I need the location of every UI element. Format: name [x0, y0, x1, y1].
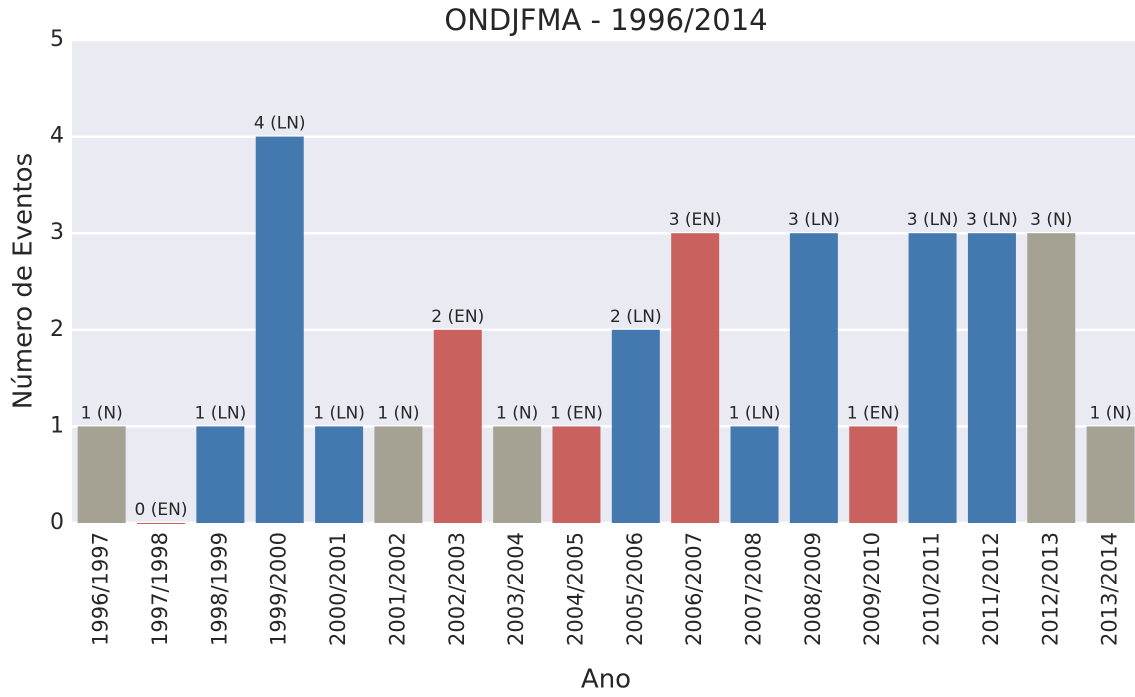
- bar: [789, 233, 838, 523]
- bar: [315, 426, 364, 523]
- value-label: 1 (N): [1090, 403, 1132, 423]
- bar: [552, 426, 601, 523]
- x-tick-label: 1999/2000: [267, 532, 291, 646]
- bar: [908, 233, 957, 523]
- value-label: 2 (LN): [610, 307, 662, 327]
- plot-area: [72, 40, 1135, 523]
- value-label: 1 (N): [496, 403, 538, 423]
- bar: [967, 233, 1016, 523]
- bar: [1086, 426, 1135, 523]
- x-tick-label: 2009/2010: [860, 532, 884, 646]
- value-label: 3 (LN): [907, 210, 959, 230]
- bar: [374, 426, 423, 523]
- x-tick-label: 2000/2001: [326, 532, 350, 646]
- x-tick-label: 2012/2013: [1038, 532, 1062, 646]
- x-tick-label: 1997/1998: [148, 532, 172, 646]
- value-label: 1 (LN): [195, 403, 247, 423]
- bar: [433, 329, 482, 523]
- x-tick-label: 2004/2005: [563, 532, 587, 646]
- value-label: 1 (LN): [729, 403, 781, 423]
- x-tick-label: 2005/2006: [623, 532, 647, 646]
- x-tick-label: 2007/2008: [742, 532, 766, 646]
- value-label: 1 (N): [81, 403, 123, 423]
- value-label: 3 (N): [1030, 210, 1072, 230]
- x-tick-label: 2001/2002: [385, 532, 409, 646]
- value-label: 1 (EN): [847, 403, 900, 423]
- bar: [730, 426, 779, 523]
- y-axis-label: Número de Eventos: [9, 153, 39, 409]
- value-label: 3 (EN): [669, 210, 722, 230]
- x-tick-label: 2008/2009: [801, 532, 825, 646]
- y-tick-label: 0: [50, 510, 64, 535]
- x-tick-label: 2011/2012: [979, 532, 1003, 646]
- x-tick-label: 1996/1997: [89, 532, 113, 646]
- x-tick-label: 2002/2003: [445, 532, 469, 646]
- bar: [671, 233, 720, 523]
- bar: [137, 523, 186, 524]
- bar: [611, 329, 660, 523]
- value-label: 0 (EN): [135, 500, 188, 520]
- bar: [255, 136, 304, 523]
- x-axis-label: Ano: [581, 665, 631, 695]
- x-tick-label: 2010/2011: [920, 532, 944, 646]
- chart-title: ONDJFMA - 1996/2014: [444, 3, 767, 37]
- value-label: 4 (LN): [254, 114, 306, 134]
- bar: [196, 426, 245, 523]
- y-tick-label: 2: [50, 317, 64, 342]
- bar: [493, 426, 542, 523]
- value-label: 1 (LN): [313, 403, 365, 423]
- bar: [77, 426, 126, 523]
- y-tick-label: 1: [50, 413, 64, 438]
- value-label: 3 (LN): [788, 210, 840, 230]
- x-tick-label: 1998/1999: [207, 532, 231, 646]
- y-tick-label: 5: [50, 27, 64, 52]
- y-tick-label: 4: [50, 124, 64, 149]
- value-label: 1 (N): [377, 403, 419, 423]
- value-label: 1 (EN): [550, 403, 603, 423]
- x-tick-label: 2013/2014: [1098, 532, 1122, 646]
- x-tick-label: 2003/2004: [504, 532, 528, 646]
- value-label: 2 (EN): [431, 307, 484, 327]
- value-label: 3 (LN): [966, 210, 1018, 230]
- bar: [849, 426, 898, 523]
- y-tick-label: 3: [50, 220, 64, 245]
- bar: [1027, 233, 1076, 523]
- x-tick-label: 2006/2007: [682, 532, 706, 646]
